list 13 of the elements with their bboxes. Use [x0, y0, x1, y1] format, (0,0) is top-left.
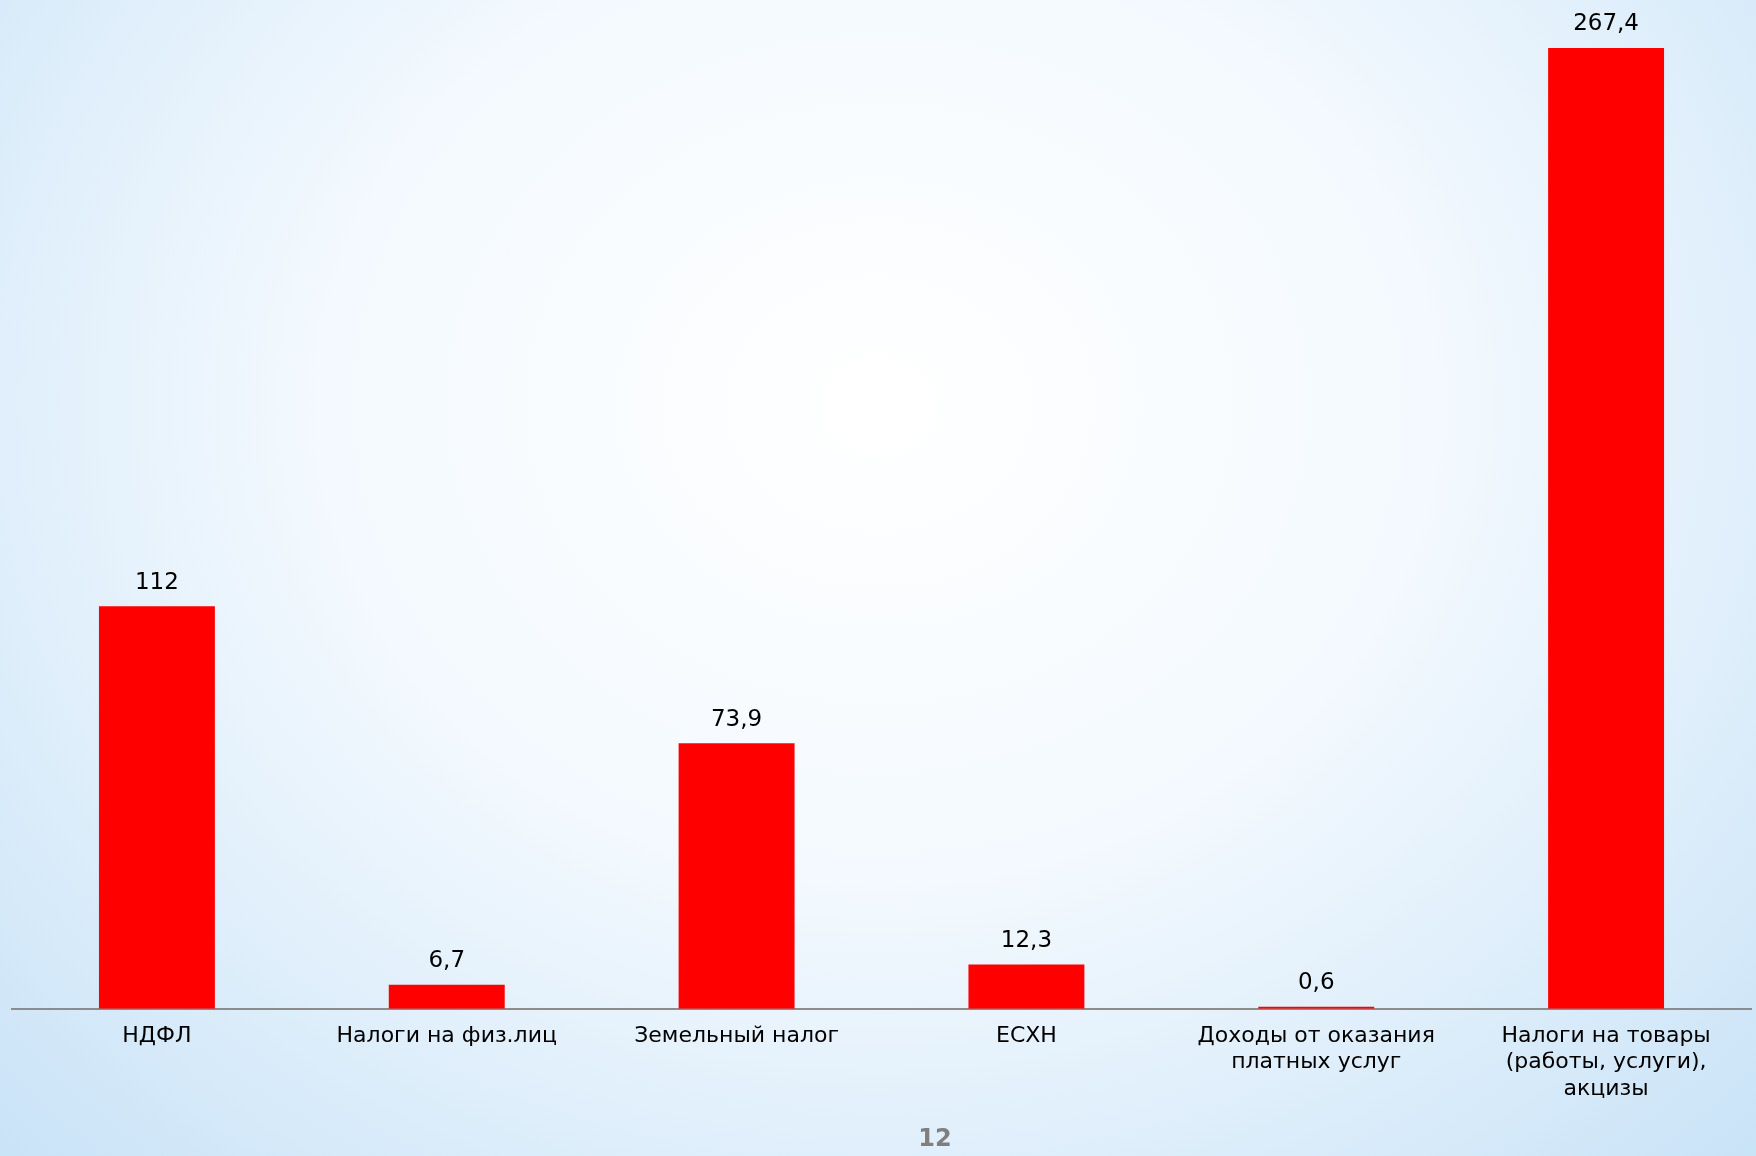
data-label: 267,4 — [1573, 9, 1640, 36]
x-tick-label: Налоги на товары (работы, услуги), акцизы — [1501, 1021, 1711, 1100]
data-label: 73,9 — [710, 704, 763, 731]
data-label: 6,7 — [428, 946, 466, 973]
text: 12 — [918, 1124, 952, 1153]
x-tick-label: НДФЛ — [122, 1021, 192, 1047]
x-tick-label: Земельный налог — [634, 1021, 839, 1047]
x-tick-label: ЕСХН — [995, 1021, 1057, 1047]
x-tick-label: Налоги на физ.лиц — [336, 1021, 557, 1047]
x-tick-label: Доходы от оказания платных услуг — [1197, 1021, 1435, 1074]
data-label: 112 — [134, 567, 179, 594]
data-label: 0,6 — [1297, 968, 1335, 995]
data-label: 12,3 — [1000, 926, 1053, 953]
